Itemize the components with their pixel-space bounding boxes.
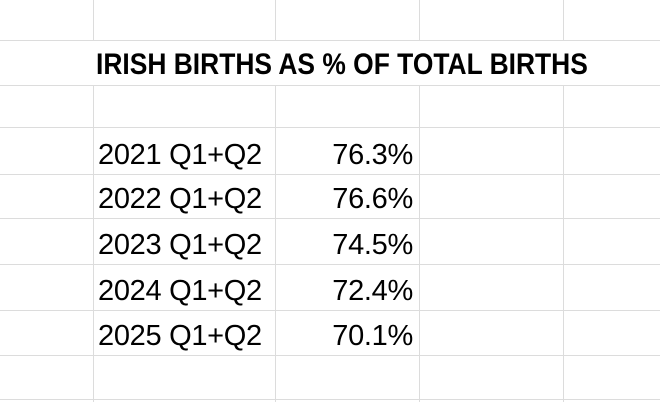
percent-value-cell[interactable]: 76.3% [332,139,413,171]
year-label-cell[interactable]: 2023 Q1+Q2 [98,229,262,261]
gridline-vertical [274,85,276,402]
percent-value-cell[interactable]: 70.1% [332,320,413,352]
gridline-horizontal [0,84,660,86]
year-label-cell[interactable]: 2021 Q1+Q2 [98,139,262,171]
gridline-horizontal [0,217,660,219]
gridline-vertical [562,0,564,40]
year-label-cell[interactable]: 2024 Q1+Q2 [98,275,262,307]
gridline-horizontal [0,309,660,311]
gridline-horizontal [0,173,660,175]
percent-value-cell[interactable]: 72.4% [332,275,413,307]
title-row: IRISH BIRTHS AS % OF TOTAL BIRTHS [0,40,660,85]
gridline-vertical [418,0,420,40]
table-row: 2023 Q1+Q2 74.5% [0,218,660,264]
sheet-title-cell[interactable]: IRISH BIRTHS AS % OF TOTAL BIRTHS [96,48,588,81]
year-label-cell[interactable]: 2025 Q1+Q2 [98,320,262,352]
gridline-horizontal [0,263,660,265]
gridline-horizontal [0,354,660,356]
table-row: 2022 Q1+Q2 76.6% [0,174,660,218]
gridline-horizontal [0,398,660,400]
percent-value-cell[interactable]: 74.5% [332,229,413,261]
gridline-vertical [92,85,94,402]
gridline-horizontal [0,126,660,128]
gridline-vertical [418,85,420,402]
table-row: 2021 Q1+Q2 76.3% [0,127,660,174]
table-row: 2025 Q1+Q2 70.1% [0,310,660,355]
year-label-cell[interactable]: 2022 Q1+Q2 [98,183,262,215]
gridline-vertical [562,85,564,402]
gridline-vertical [92,0,94,40]
percent-value-cell[interactable]: 76.6% [332,183,413,215]
gridline-vertical [274,0,276,40]
table-row: 2024 Q1+Q2 72.4% [0,264,660,310]
gridline-horizontal [0,39,660,41]
